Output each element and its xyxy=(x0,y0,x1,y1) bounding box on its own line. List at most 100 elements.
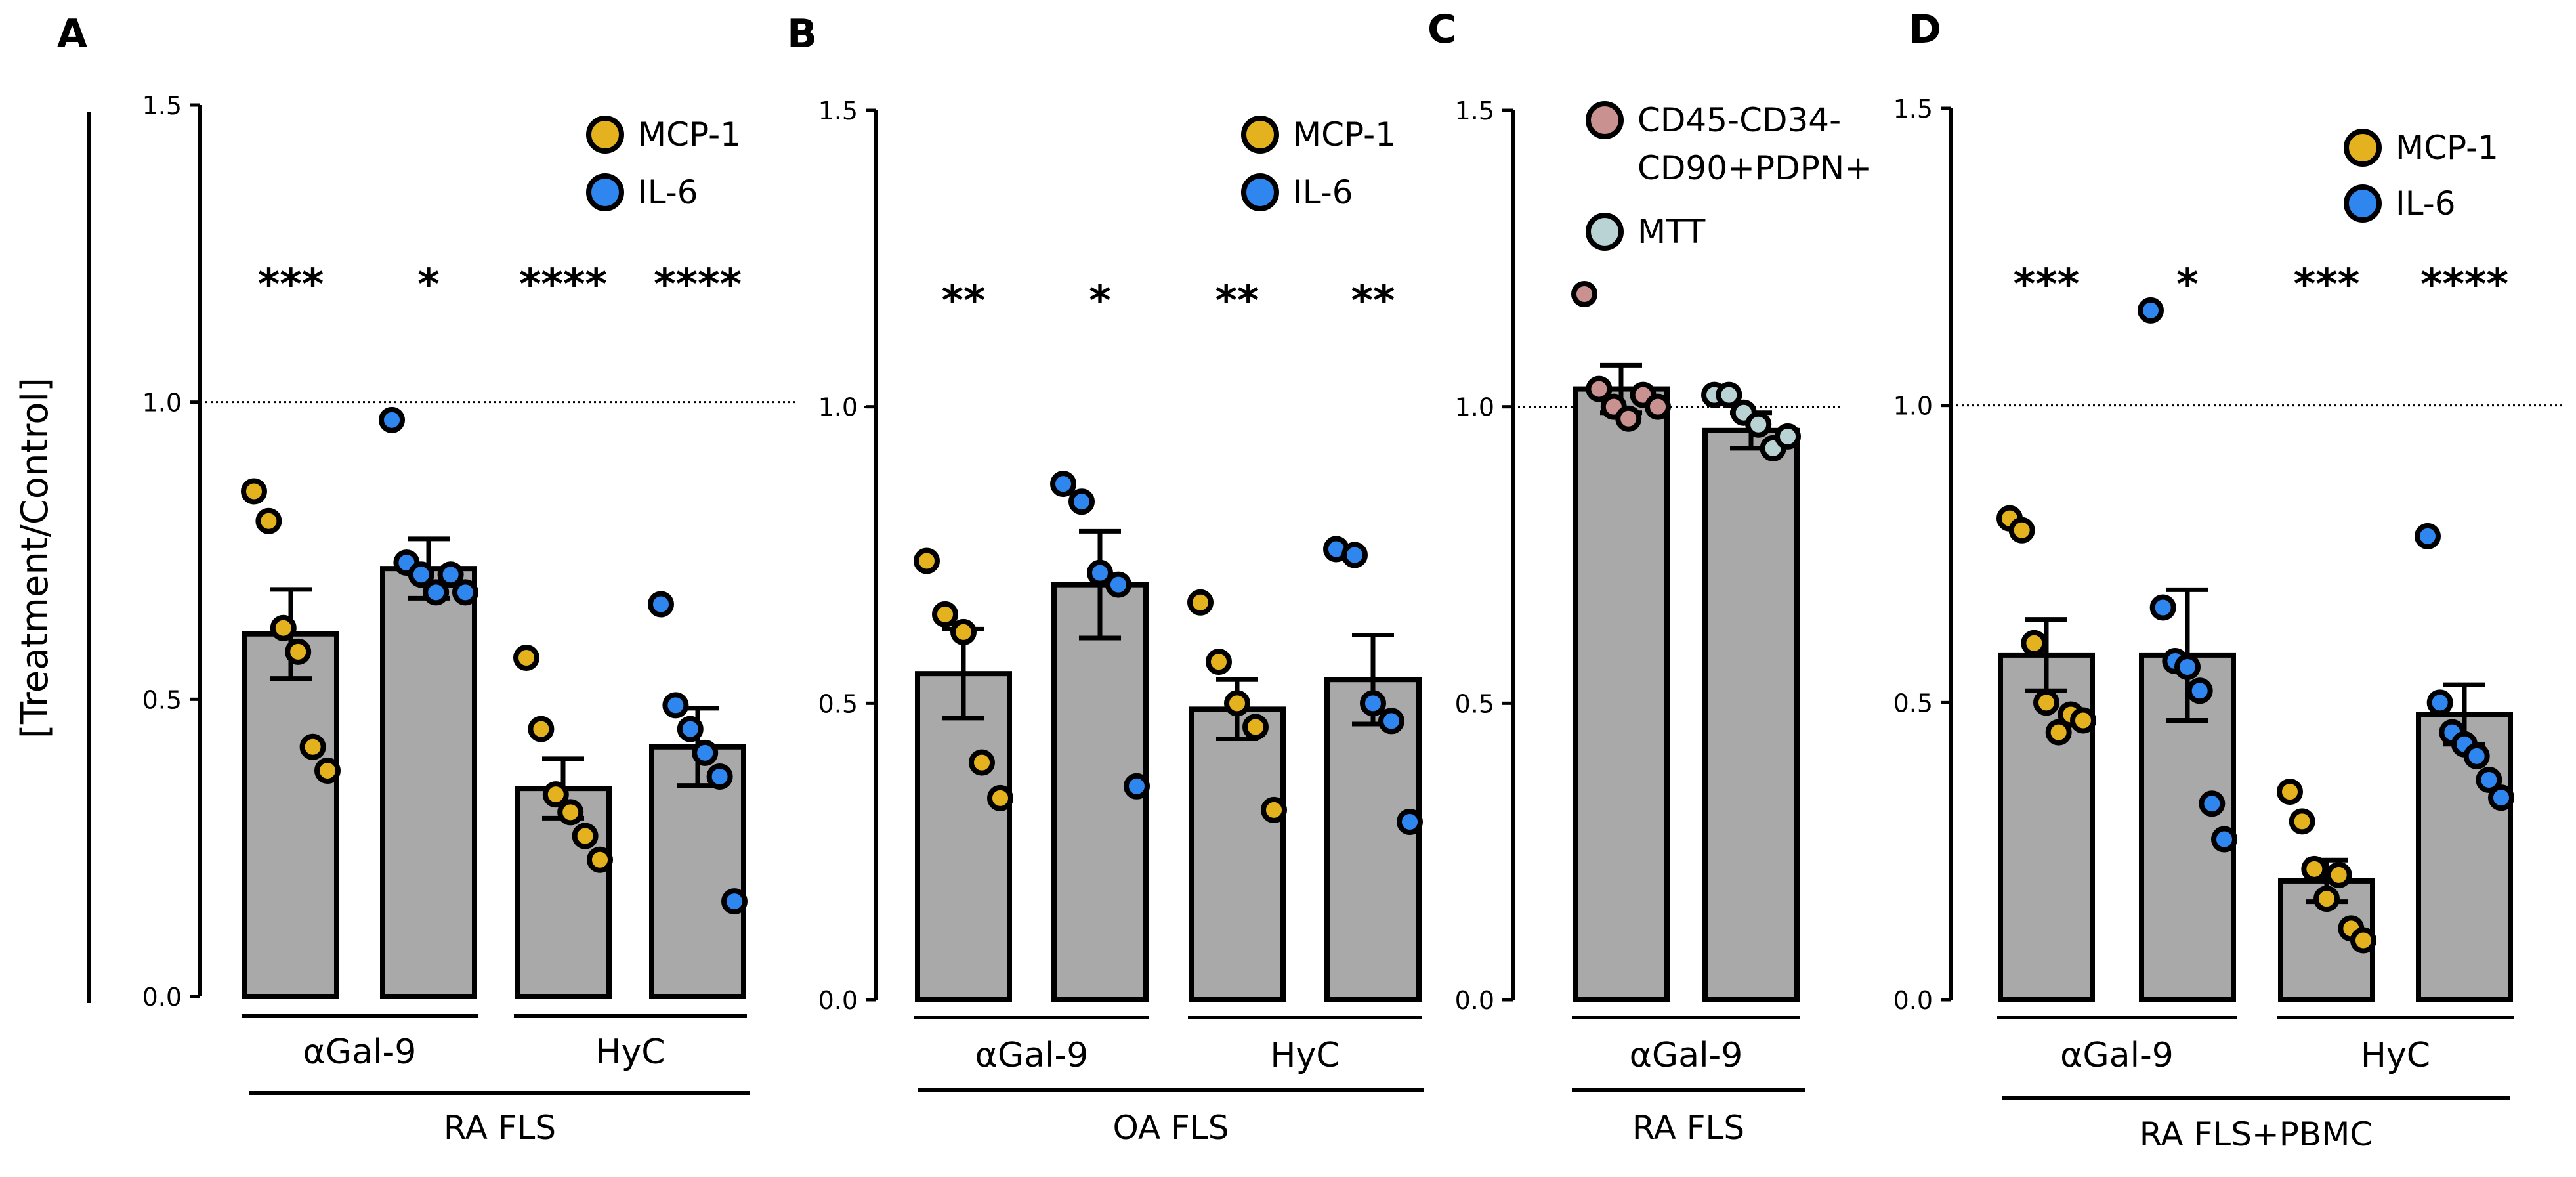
data-point xyxy=(513,644,539,671)
legend-marker xyxy=(1241,173,1279,211)
data-point xyxy=(270,614,297,641)
data-point xyxy=(2070,707,2096,734)
significance-label: ** xyxy=(942,277,986,326)
data-point xyxy=(2174,654,2201,681)
data-point xyxy=(1087,559,1113,586)
significance-label: *** xyxy=(258,261,324,309)
legend-label: MCP-1 xyxy=(638,116,741,154)
data-point xyxy=(2045,719,2072,746)
data-point xyxy=(1124,773,1150,800)
data-point xyxy=(2476,767,2502,794)
data-point xyxy=(1378,708,1404,735)
legend-marker xyxy=(586,116,624,154)
group-label: HyC xyxy=(2361,1036,2430,1075)
bar xyxy=(1702,427,1800,1002)
group-label: αGal-9 xyxy=(303,1033,417,1072)
data-point xyxy=(2488,784,2514,811)
data-point xyxy=(932,601,958,628)
y-tick-label: 0.5 xyxy=(1893,689,1933,717)
data-point xyxy=(2463,742,2490,769)
legend-marker xyxy=(1241,116,1279,154)
legend-label: MCP-1 xyxy=(2396,129,2499,167)
y-tick-label: 0.0 xyxy=(1893,986,1933,1015)
data-point xyxy=(2186,677,2213,704)
data-point xyxy=(557,799,584,826)
data-point xyxy=(299,733,326,760)
group-label: HyC xyxy=(1270,1036,1340,1075)
bar xyxy=(1324,677,1422,1002)
y-tick-label: 1.5 xyxy=(142,91,182,120)
y-tick-label: 1.5 xyxy=(818,96,858,125)
legend-label: IL-6 xyxy=(1293,173,1353,211)
data-point xyxy=(1105,571,1131,598)
data-point xyxy=(1775,423,1801,450)
bottom-label: RA FLS xyxy=(444,1109,556,1147)
bar xyxy=(515,786,612,999)
data-point xyxy=(2426,689,2453,716)
data-point xyxy=(437,561,464,588)
data-point xyxy=(241,478,267,505)
data-point xyxy=(950,618,977,645)
data-point xyxy=(1615,405,1642,432)
panel-C-label: C xyxy=(1427,7,1456,53)
data-point xyxy=(2277,779,2303,805)
data-point xyxy=(1397,809,1423,835)
data-point xyxy=(1341,542,1368,568)
significance-label: * xyxy=(2176,261,2198,309)
legend-label: IL-6 xyxy=(638,173,698,211)
bar xyxy=(1573,386,1670,1002)
bottom-label: RA FLS xyxy=(1632,1109,1744,1147)
legend-label-line2: CD90+PDPN+ xyxy=(1637,149,1872,187)
legend-marker xyxy=(1586,101,1624,139)
data-point xyxy=(1224,690,1250,717)
significance-label: *** xyxy=(2014,261,2079,309)
data-point xyxy=(285,638,312,665)
data-point xyxy=(314,757,341,784)
data-point xyxy=(1050,471,1076,498)
legend-marker xyxy=(586,173,624,211)
data-point xyxy=(255,507,282,534)
y-tick-label: 0.5 xyxy=(142,685,182,714)
y-tick-label: 1.5 xyxy=(1455,96,1494,125)
significance-label: *** xyxy=(2294,261,2359,309)
legend-label: IL-6 xyxy=(2396,184,2456,223)
data-point xyxy=(1586,375,1613,402)
data-point xyxy=(721,888,748,915)
legend-label: MCP-1 xyxy=(1293,116,1396,154)
data-point xyxy=(706,763,733,790)
data-point xyxy=(662,692,689,719)
legend-marker xyxy=(2344,129,2382,167)
data-point xyxy=(2313,886,2340,912)
panel-C: 0.0 0.5 1.0 1.5 CD45-CD34- CD90+PDPN+ MTT αGal-… xyxy=(1455,96,1872,1147)
data-point xyxy=(1645,393,1671,420)
legend-marker xyxy=(1586,213,1624,251)
significance-label: * xyxy=(417,261,439,309)
data-point xyxy=(2138,297,2164,324)
data-point xyxy=(969,749,995,776)
data-point xyxy=(2289,808,2315,835)
data-point xyxy=(677,716,704,742)
bar xyxy=(1189,706,1286,1003)
y-tick-label: 0.5 xyxy=(1455,689,1494,718)
y-tick-label: 0.5 xyxy=(818,689,858,718)
panel-D-label: D xyxy=(1909,7,1941,53)
data-point xyxy=(2033,689,2059,716)
data-point xyxy=(1360,690,1386,717)
panel-A-label: A xyxy=(57,11,88,57)
group-label: HyC xyxy=(595,1033,665,1072)
data-point xyxy=(1206,649,1232,675)
data-point xyxy=(423,579,450,606)
data-point xyxy=(1242,714,1269,740)
data-point xyxy=(2149,594,2176,621)
data-point xyxy=(2199,790,2226,817)
group-label: αGal-9 xyxy=(1630,1036,1743,1075)
data-point xyxy=(2211,826,2237,853)
data-point xyxy=(2021,630,2048,656)
y-tick-label: 0.0 xyxy=(142,983,182,1012)
data-point xyxy=(2415,523,2441,549)
y-tick-label: 1.0 xyxy=(1893,392,1933,421)
data-point xyxy=(1745,411,1772,438)
bar xyxy=(649,744,746,999)
